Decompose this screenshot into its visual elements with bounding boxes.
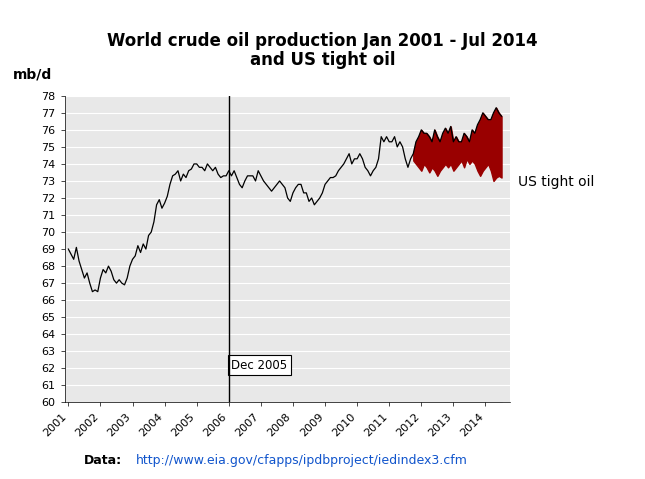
Text: mb/d: mb/d: [13, 68, 52, 81]
Text: and US tight oil: and US tight oil: [250, 51, 395, 69]
Text: Dec 2005: Dec 2005: [232, 359, 288, 372]
Text: US tight oil: US tight oil: [519, 175, 595, 189]
Text: http://www.eia.gov/cfapps/ipdbproject/iedindex3.cfm: http://www.eia.gov/cfapps/ipdbproject/ie…: [135, 454, 468, 467]
Text: Data:: Data:: [84, 454, 122, 467]
Text: World crude oil production Jan 2001 - Jul 2014: World crude oil production Jan 2001 - Ju…: [107, 32, 538, 50]
